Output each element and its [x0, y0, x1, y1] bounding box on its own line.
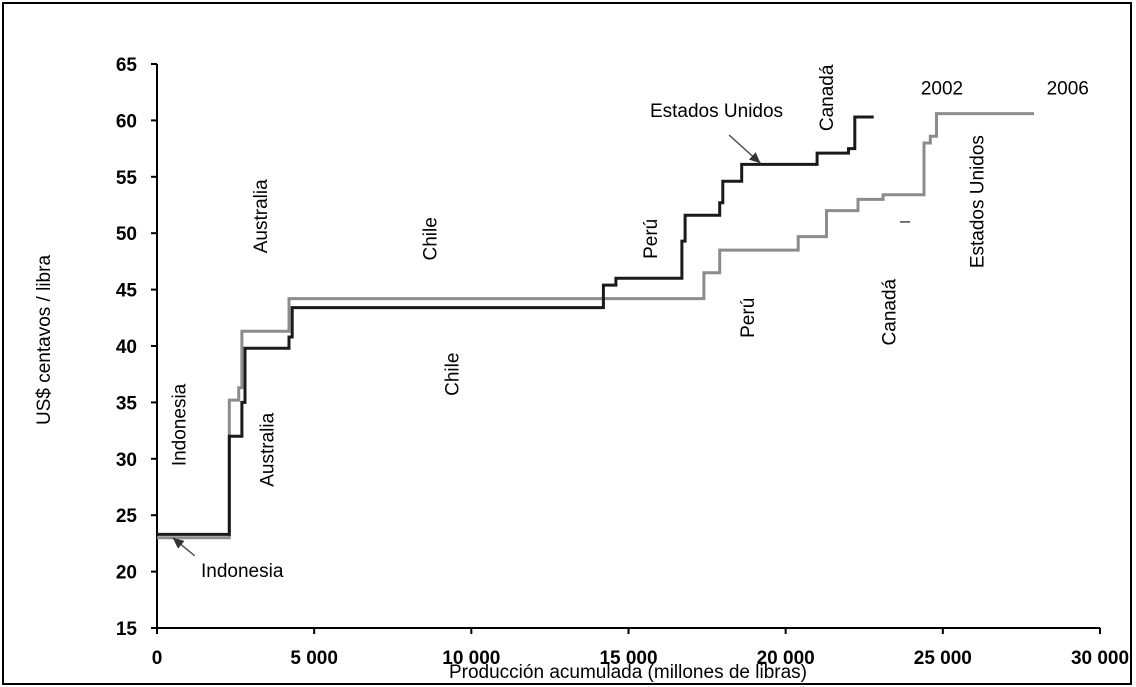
annotation-estados-unidos-vertical: Estados Unidos — [968, 135, 989, 268]
series-line-2002 — [157, 115, 874, 536]
annotation-chile-lower: Chile — [443, 353, 464, 396]
annotation-peru-lower: Perú — [738, 298, 759, 338]
y-tick-label: 35 — [116, 393, 138, 414]
annotation-year-2002: 2002 — [921, 78, 963, 99]
series-line-2006 — [157, 112, 1034, 540]
annotation-peru-top: Perú — [641, 219, 662, 259]
y-tick-label: 55 — [116, 168, 138, 189]
x-tick-label: 15 000 — [599, 648, 657, 669]
y-tick-label: 45 — [116, 281, 138, 302]
y-tick-label: 65 — [116, 55, 138, 76]
axes: 15 20 25 30 35 40 45 50 55 60 65 0 5 000 10 000 15 000… — [116, 55, 1129, 669]
annotation-australia-lower: Australia — [257, 412, 278, 486]
x-tick-label: 25 000 — [914, 648, 972, 669]
y-tick-label: 50 — [116, 224, 137, 245]
x-tick-label: 20 000 — [757, 648, 815, 669]
y-tick-label: 20 — [116, 563, 137, 584]
x-tick-label: 30 000 — [1071, 648, 1129, 669]
annotation-chile-top: Chile — [421, 217, 442, 260]
x-tick-label: 5 000 — [290, 648, 338, 669]
annotation-indonesia-top: Indonesia — [169, 383, 190, 466]
annotation-australia-top: Australia — [251, 179, 272, 253]
arrow-head-indonesia-arrow — [172, 537, 185, 549]
annotation-canada-lower: Canadá — [880, 278, 901, 345]
annotation-indonesia-bottom: Indonesia — [201, 561, 284, 582]
annotation-year-2006: 2006 — [1047, 78, 1089, 99]
annotation-estados-unidos-top: Estados Unidos — [650, 101, 783, 122]
y-tick-label: 15 — [116, 619, 138, 640]
y-tick-label: 25 — [116, 506, 138, 527]
series-layer — [157, 112, 1034, 540]
arrow-head-estados-unidos-arrow — [748, 152, 761, 164]
y-tick-label: 60 — [116, 111, 137, 132]
y-tick-label: 30 — [116, 450, 137, 471]
y-axis-label: US$ centavos / libra — [34, 255, 55, 425]
y-tick-label: 40 — [116, 337, 137, 358]
x-tick-label: 10 000 — [442, 648, 500, 669]
x-axis-label: Producción acumulada (millones de libras… — [449, 662, 807, 683]
annotations-layer: 2002 2006 Estados Unidos Canadá Estados Unid… — [169, 64, 1089, 582]
annotation-canada-top: Canadá — [817, 64, 838, 131]
x-tick-label: 0 — [152, 648, 163, 669]
